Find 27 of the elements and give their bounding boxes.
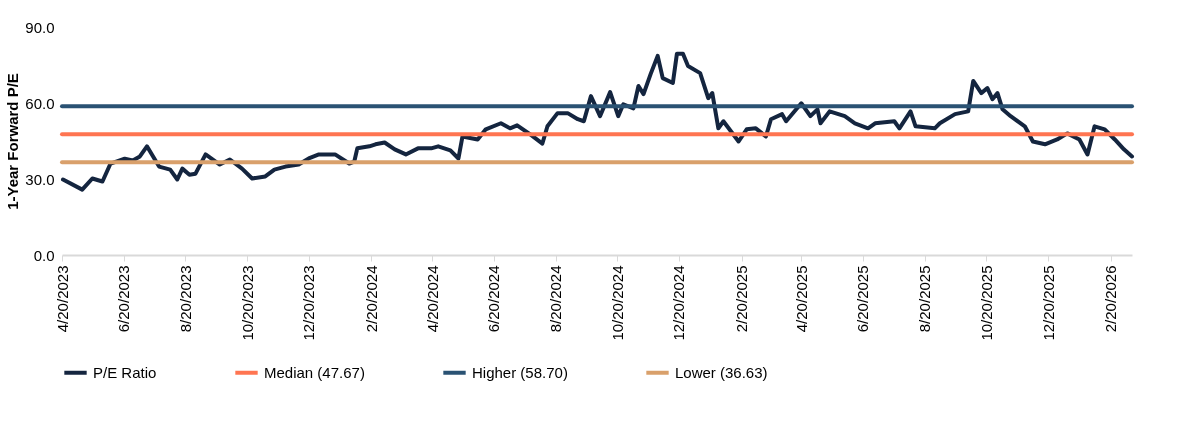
y-tick-label: 60.0 xyxy=(25,94,55,112)
x-tick-label: 4/20/2024 xyxy=(423,265,441,333)
x-tick-label: 2/20/2026 xyxy=(1102,265,1120,333)
y-tick-label: 30.0 xyxy=(25,170,55,188)
x-tick-label: 8/20/2023 xyxy=(176,265,194,333)
x-tick-label: 6/20/2024 xyxy=(485,265,503,333)
x-tick-label: 12/20/2024 xyxy=(670,265,688,341)
y-tick-label: 0.0 xyxy=(33,246,55,264)
legend-label: Lower (36.63) xyxy=(675,363,768,381)
legend-label: P/E Ratio xyxy=(93,363,157,381)
x-tick-label: 12/20/2025 xyxy=(1039,265,1057,341)
legend-label: Median (47.67) xyxy=(264,363,365,381)
x-tick-label: 10/20/2024 xyxy=(608,265,626,341)
x-tick-label: 6/20/2023 xyxy=(115,265,133,333)
y-tick-label: 90.0 xyxy=(25,18,55,36)
x-tick-label: 8/20/2024 xyxy=(547,265,565,333)
x-tick-label: 2/20/2025 xyxy=(733,265,751,333)
x-tick-label: 6/20/2025 xyxy=(854,265,872,333)
x-tick-label: 10/20/2025 xyxy=(977,265,995,341)
x-tick-label: 8/20/2025 xyxy=(916,265,934,333)
y-axis-title: 1-Year Forward P/E xyxy=(4,73,22,210)
x-tick-label: 4/20/2023 xyxy=(53,265,71,333)
x-tick-label: 10/20/2023 xyxy=(238,265,256,341)
x-tick-label: 12/20/2023 xyxy=(300,265,318,341)
x-tick-label: 4/20/2025 xyxy=(792,265,810,333)
legend-label: Higher (58.70) xyxy=(472,363,568,381)
x-tick-label: 2/20/2024 xyxy=(362,265,380,333)
